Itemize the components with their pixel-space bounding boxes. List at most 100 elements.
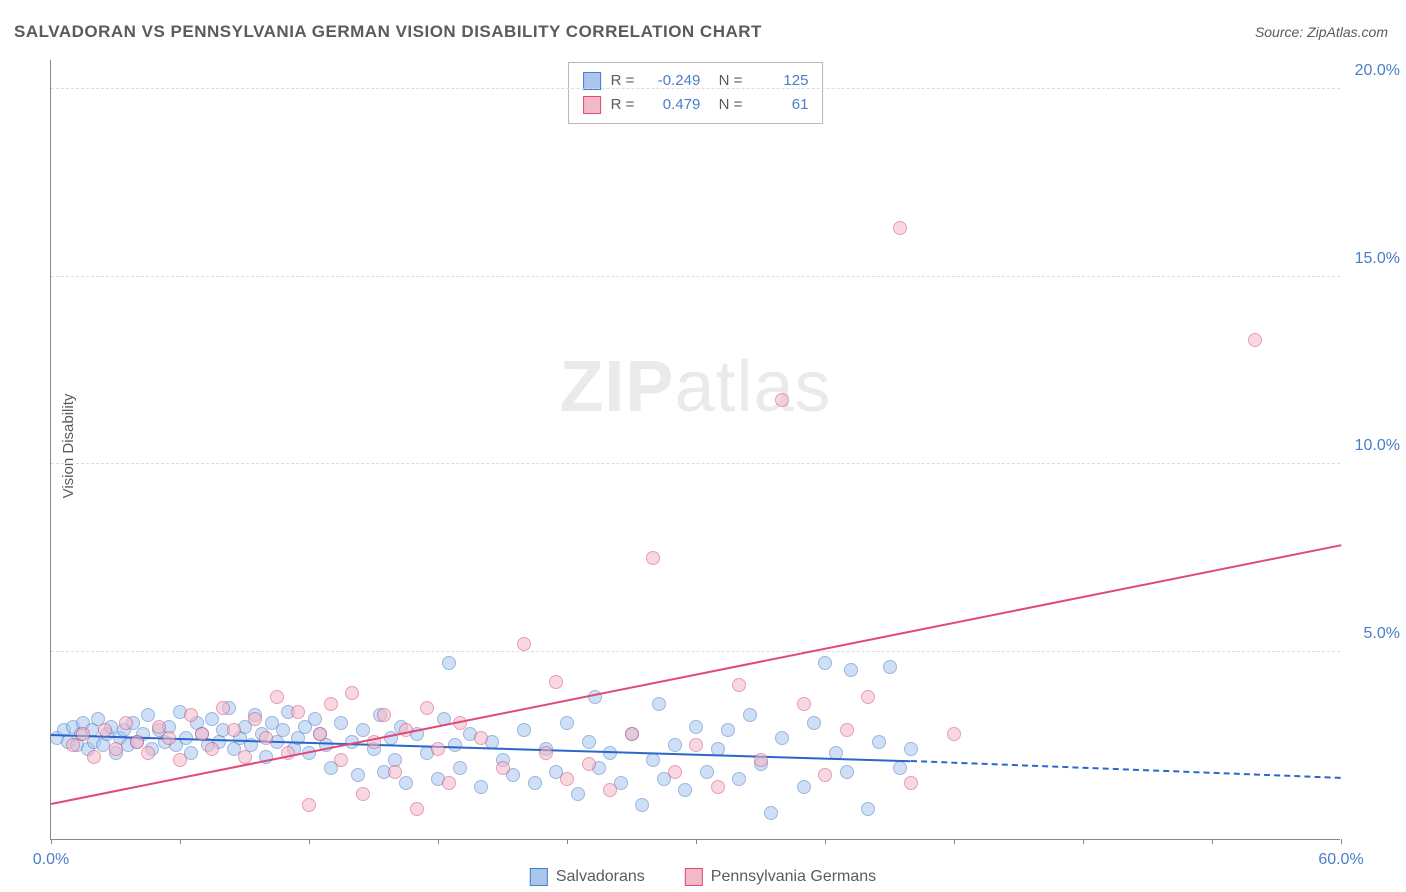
scatter-point	[539, 746, 553, 760]
scatter-point	[775, 731, 789, 745]
scatter-point	[571, 787, 585, 801]
scatter-point	[893, 221, 907, 235]
scatter-point	[98, 723, 112, 737]
scatter-point	[130, 735, 144, 749]
scatter-point	[453, 761, 467, 775]
scatter-point	[442, 656, 456, 670]
r-value: 0.479	[644, 93, 700, 117]
scatter-point	[818, 768, 832, 782]
scatter-point	[259, 731, 273, 745]
scatter-point	[844, 663, 858, 677]
scatter-point	[276, 723, 290, 737]
scatter-point	[119, 716, 133, 730]
scatter-point	[721, 723, 735, 737]
trend-line	[911, 760, 1341, 779]
scatter-point	[732, 772, 746, 786]
x-tick-mark	[1083, 839, 1084, 844]
scatter-point	[840, 723, 854, 737]
watermark: ZIPatlas	[559, 346, 831, 428]
gridline	[51, 651, 1340, 652]
scatter-point	[517, 637, 531, 651]
y-tick-label: 5.0%	[1345, 625, 1400, 643]
series-swatch	[685, 868, 703, 886]
scatter-point	[442, 776, 456, 790]
scatter-point	[248, 712, 262, 726]
series-legend: Salvadorans Pennsylvania Germans	[530, 868, 876, 886]
scatter-point	[334, 716, 348, 730]
scatter-point	[238, 750, 252, 764]
scatter-point	[377, 708, 391, 722]
y-tick-label: 15.0%	[1345, 250, 1400, 268]
scatter-point	[764, 806, 778, 820]
scatter-point	[582, 735, 596, 749]
scatter-point	[560, 716, 574, 730]
x-tick-label: 60.0%	[1318, 851, 1363, 869]
scatter-point	[797, 780, 811, 794]
scatter-point	[216, 701, 230, 715]
scatter-point	[883, 660, 897, 674]
scatter-point	[840, 765, 854, 779]
gridline	[51, 88, 1340, 89]
x-tick-mark	[1341, 839, 1342, 844]
scatter-point	[205, 742, 219, 756]
scatter-point	[646, 551, 660, 565]
r-label: R =	[611, 93, 635, 117]
scatter-point	[324, 697, 338, 711]
scatter-point	[334, 753, 348, 767]
scatter-point	[399, 776, 413, 790]
series-swatch	[530, 868, 548, 886]
scatter-point	[775, 393, 789, 407]
scatter-point	[76, 727, 90, 741]
scatter-point	[184, 708, 198, 722]
series-swatch	[583, 96, 601, 114]
stats-legend-box: R = -0.249 N = 125 R = 0.479 N = 61	[568, 62, 824, 124]
scatter-point	[302, 798, 316, 812]
scatter-point	[345, 686, 359, 700]
n-value: 61	[752, 93, 808, 117]
scatter-point	[420, 701, 434, 715]
r-value: -0.249	[644, 69, 700, 93]
scatter-point	[308, 712, 322, 726]
n-label: N =	[710, 93, 742, 117]
scatter-point	[270, 690, 284, 704]
scatter-point	[496, 761, 510, 775]
source-attribution: Source: ZipAtlas.com	[1255, 24, 1388, 40]
n-value: 125	[752, 69, 808, 93]
scatter-point	[668, 765, 682, 779]
scatter-point	[668, 738, 682, 752]
scatter-point	[904, 742, 918, 756]
scatter-point	[947, 727, 961, 741]
stats-row: R = -0.249 N = 125	[583, 69, 809, 93]
legend-item: Pennsylvania Germans	[685, 868, 876, 886]
scatter-point	[162, 731, 176, 745]
scatter-point	[528, 776, 542, 790]
x-tick-mark	[309, 839, 310, 844]
scatter-point	[291, 705, 305, 719]
r-label: R =	[611, 69, 635, 93]
stats-row: R = 0.479 N = 61	[583, 93, 809, 117]
scatter-point	[227, 723, 241, 737]
scatter-point	[861, 690, 875, 704]
legend-label: Salvadorans	[556, 868, 645, 886]
scatter-point	[700, 765, 714, 779]
trend-line	[51, 545, 1341, 806]
scatter-point	[474, 780, 488, 794]
scatter-point	[205, 712, 219, 726]
x-tick-mark	[567, 839, 568, 844]
scatter-point	[141, 708, 155, 722]
scatter-point	[517, 723, 531, 737]
scatter-point	[410, 802, 424, 816]
x-tick-mark	[180, 839, 181, 844]
scatter-point	[474, 731, 488, 745]
scatter-point	[66, 738, 80, 752]
scatter-point	[689, 738, 703, 752]
scatter-point	[431, 742, 445, 756]
scatter-point	[732, 678, 746, 692]
scatter-point	[743, 708, 757, 722]
scatter-point	[652, 697, 666, 711]
n-label: N =	[710, 69, 742, 93]
scatter-point	[625, 727, 639, 741]
scatter-point	[893, 761, 907, 775]
scatter-point	[87, 750, 101, 764]
scatter-point	[582, 757, 596, 771]
